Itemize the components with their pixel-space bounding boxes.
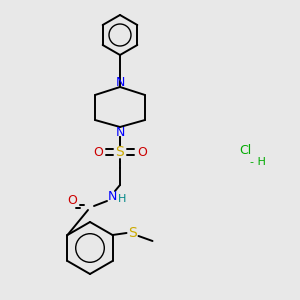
Text: S: S — [116, 145, 124, 159]
Text: O: O — [67, 194, 77, 206]
Text: Cl: Cl — [239, 143, 251, 157]
Text: N: N — [115, 76, 125, 88]
Text: O: O — [93, 146, 103, 158]
Text: N: N — [115, 125, 125, 139]
Text: S: S — [128, 226, 137, 240]
Text: O: O — [137, 146, 147, 158]
Text: - H: - H — [250, 157, 266, 167]
Text: N: N — [107, 190, 117, 203]
Text: H: H — [118, 194, 126, 204]
